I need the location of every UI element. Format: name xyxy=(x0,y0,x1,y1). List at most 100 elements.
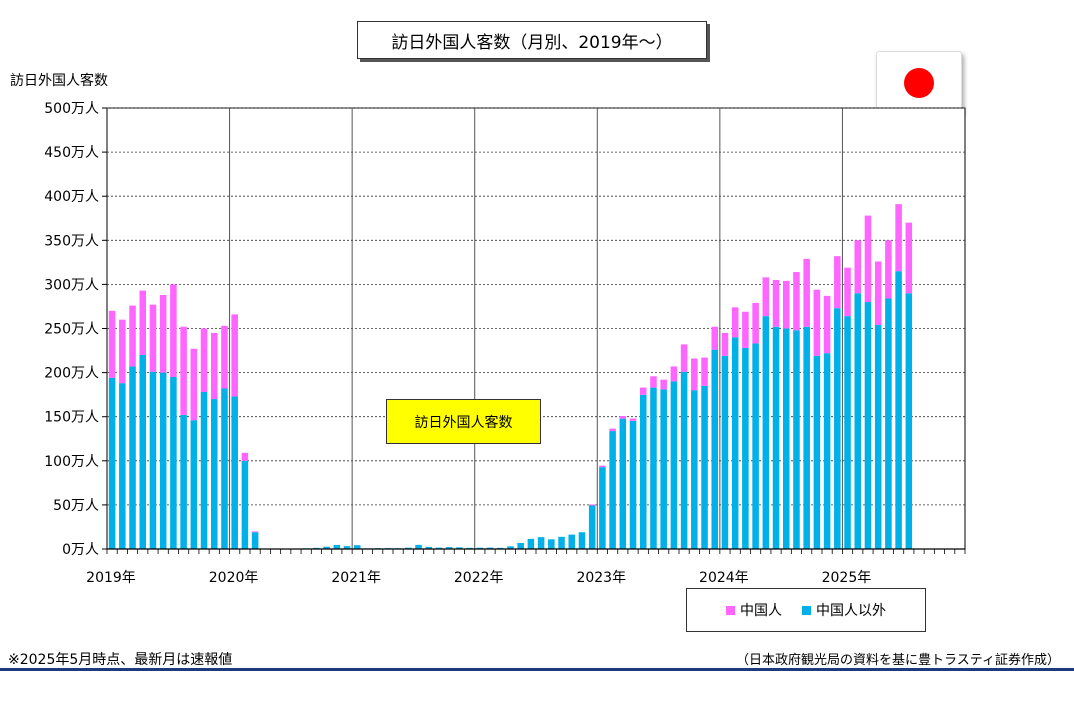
bar-non-china xyxy=(834,308,841,549)
bar-non-china xyxy=(844,316,851,549)
bar-non-china xyxy=(159,372,167,549)
bar-non-china xyxy=(629,420,637,549)
bar-china xyxy=(793,272,800,331)
y-tick-label: 400万人 xyxy=(44,189,99,205)
bar-non-china xyxy=(405,547,412,549)
bar-china xyxy=(251,531,259,533)
x-tick-label: 2024年 xyxy=(699,570,749,586)
bar-non-china xyxy=(527,538,535,549)
bar-non-china xyxy=(180,414,187,549)
bar-non-china xyxy=(231,396,238,549)
bar-china xyxy=(834,256,841,309)
x-tick-label: 2025年 xyxy=(822,570,872,586)
bar-china xyxy=(680,344,688,372)
chart-title: 訪日外国人客数（月別、2019年～） xyxy=(357,21,707,59)
bar-non-china xyxy=(507,546,514,549)
bar-china xyxy=(650,376,657,388)
bar-non-china xyxy=(793,330,800,549)
y-axis-title: 訪日外国人客数 xyxy=(10,73,108,89)
legend-item-non-china: 中国人以外 xyxy=(802,600,886,620)
bar-non-china xyxy=(425,546,433,549)
bar-non-china xyxy=(548,539,555,549)
bar-china xyxy=(885,240,892,299)
legend-item-china: 中国人 xyxy=(726,600,782,620)
x-tick-label: 2020年 xyxy=(209,570,259,586)
bar-china xyxy=(210,332,218,400)
footer-rule xyxy=(0,668,1074,671)
bar-china xyxy=(823,295,831,354)
bar-non-china xyxy=(129,366,136,549)
bar-non-china xyxy=(731,337,739,549)
bar-non-china xyxy=(711,349,719,549)
chart-plot: 0万人 50万人 100万人 150万人 200万人 250万人 300万人 350万人 400… xyxy=(44,101,966,586)
y-tick-label: 50万人 xyxy=(53,498,99,514)
y-tick-label: 250万人 xyxy=(44,322,99,338)
bar-non-china xyxy=(139,354,147,549)
bar-china xyxy=(221,325,228,389)
bar-china xyxy=(129,305,136,367)
bar-non-china xyxy=(619,418,627,549)
bar-china xyxy=(241,452,249,461)
bar-non-china xyxy=(445,547,453,549)
y-tick-label: 350万人 xyxy=(44,233,99,249)
legend-swatch-china xyxy=(726,605,735,615)
bar-china xyxy=(731,307,739,338)
bar-china xyxy=(752,302,759,344)
bar-china xyxy=(588,504,596,506)
bar-china xyxy=(170,284,177,378)
bar-non-china xyxy=(864,302,872,549)
bar-china xyxy=(895,204,902,272)
bar-china xyxy=(711,326,719,350)
bar-non-china xyxy=(190,420,198,549)
bar-non-china xyxy=(650,387,657,549)
bar-china xyxy=(609,428,616,432)
bar-non-china xyxy=(108,377,116,549)
bar-china xyxy=(803,258,810,327)
bar-china xyxy=(639,387,647,395)
bar-non-china xyxy=(415,544,422,549)
bar-china xyxy=(742,311,749,348)
bar-non-china xyxy=(517,543,524,549)
bar-non-china xyxy=(609,431,616,549)
bar-non-china xyxy=(803,326,810,549)
bar-non-china xyxy=(210,399,218,549)
bar-non-china xyxy=(742,347,749,549)
bar-non-china xyxy=(721,355,729,549)
bar-china xyxy=(813,289,821,356)
bar-non-china xyxy=(568,534,576,549)
bar-non-china xyxy=(476,547,484,549)
bar-non-china xyxy=(895,271,902,549)
bar-china xyxy=(200,328,208,393)
bar-non-china xyxy=(333,544,341,549)
bar-china xyxy=(670,366,678,382)
bar-china xyxy=(854,240,862,294)
x-tick-label: 2022年 xyxy=(454,570,504,586)
bar-non-china xyxy=(874,324,882,549)
bar-china xyxy=(119,319,126,384)
bar-non-china xyxy=(435,547,443,549)
bar-non-china xyxy=(599,467,606,549)
legend: 中国人 中国人以外 xyxy=(686,588,926,632)
source-note: （日本政府観光局の資料を基に豊トラスティ証券作成） xyxy=(736,653,1060,668)
y-tick-label: 150万人 xyxy=(44,410,99,426)
y-tick-label: 450万人 xyxy=(44,145,99,161)
bar-china xyxy=(660,379,667,390)
bar-non-china xyxy=(149,371,157,549)
bar-non-china xyxy=(578,532,586,549)
bar-china xyxy=(905,222,913,294)
bar-non-china xyxy=(885,298,892,549)
bar-non-china xyxy=(782,328,790,549)
bar-non-china xyxy=(200,392,208,549)
bar-china xyxy=(762,277,770,317)
y-tick-label: 500万人 xyxy=(44,101,99,117)
bar-non-china xyxy=(456,547,463,549)
bar-non-china xyxy=(537,537,545,549)
bar-china xyxy=(691,358,698,391)
bar-china xyxy=(180,326,187,415)
bar-non-china xyxy=(241,460,249,549)
bar-non-china xyxy=(323,546,330,549)
bar-china xyxy=(190,348,198,421)
bar-non-china xyxy=(251,532,259,549)
bar-non-china xyxy=(905,293,913,549)
bar-non-china xyxy=(353,545,361,549)
